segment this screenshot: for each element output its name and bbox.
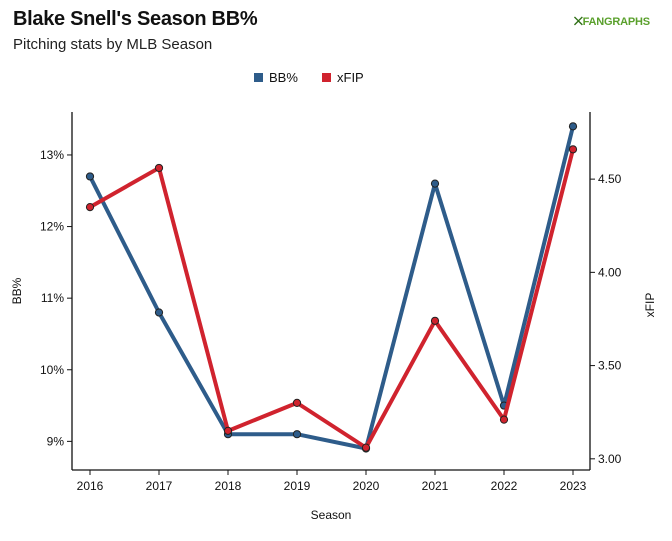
- fangraphs-logo-text: FANGRAPHS: [582, 16, 650, 28]
- y-right-tick-label: 4.50: [598, 172, 622, 186]
- y-right-tick-label: 4.00: [598, 265, 622, 279]
- x-tick-label: 2017: [146, 479, 173, 493]
- legend-label-bb: BB%: [269, 70, 298, 85]
- axes: 2016 2017 2018 2019 2020 2021 2022 2023 9% 10% 11%…: [10, 112, 657, 522]
- x-axis-title: Season: [311, 508, 352, 522]
- series-layer: [85, 122, 578, 453]
- data-point-bb: [430, 179, 440, 188]
- y-left-tick-label: 13%: [40, 148, 64, 162]
- y-axis-left-title: BB%: [10, 277, 24, 304]
- x-tick-label: 2020: [353, 479, 380, 493]
- data-point-xfip: [85, 202, 95, 212]
- data-point-xfip: [361, 443, 371, 452]
- y-right-tick-label: 3.50: [598, 359, 622, 373]
- fangraphs-mark-icon: ⨉: [574, 16, 583, 28]
- y-left-tick-label: 9%: [47, 434, 65, 448]
- data-point-xfip: [223, 426, 233, 435]
- y-left-tick-label: 11%: [41, 291, 64, 305]
- x-tick-label: 2016: [77, 479, 104, 493]
- y-axis-right-title: xFIP: [643, 293, 657, 318]
- data-point-bb: [85, 172, 95, 181]
- chart-subtitle: Pitching stats by MLB Season: [13, 36, 213, 53]
- fangraphs-logo: ⨉FANGRAPHS: [574, 16, 650, 29]
- legend-swatch-xfip: [322, 73, 331, 82]
- y-left-tick-label: 10%: [40, 363, 64, 377]
- data-point-xfip: [568, 145, 578, 154]
- data-point-xfip: [430, 316, 440, 325]
- x-tick-label: 2021: [422, 479, 449, 493]
- legend-label-xfip: xFIP: [337, 70, 364, 85]
- x-tick-label: 2019: [284, 479, 311, 493]
- x-tick-label: 2022: [491, 479, 518, 493]
- x-tick-label: 2018: [215, 479, 242, 493]
- legend: BB% xFIP: [254, 70, 364, 85]
- data-point-bb: [292, 430, 302, 439]
- y-left-tick-label: 12%: [40, 220, 64, 234]
- data-point-xfip: [499, 415, 509, 424]
- data-point-bb: [568, 122, 578, 131]
- series-line-xfip: [88, 147, 575, 450]
- y-right-tick-label: 3.00: [598, 452, 622, 466]
- data-point-xfip: [154, 163, 164, 173]
- chart-title: Blake Snell's Season BB%: [13, 8, 258, 30]
- data-point-bb: [154, 308, 164, 317]
- data-point-xfip: [292, 398, 302, 407]
- series-line-bb: [88, 124, 575, 451]
- x-tick-label: 2023: [560, 479, 587, 493]
- legend-swatch-bb: [254, 73, 263, 82]
